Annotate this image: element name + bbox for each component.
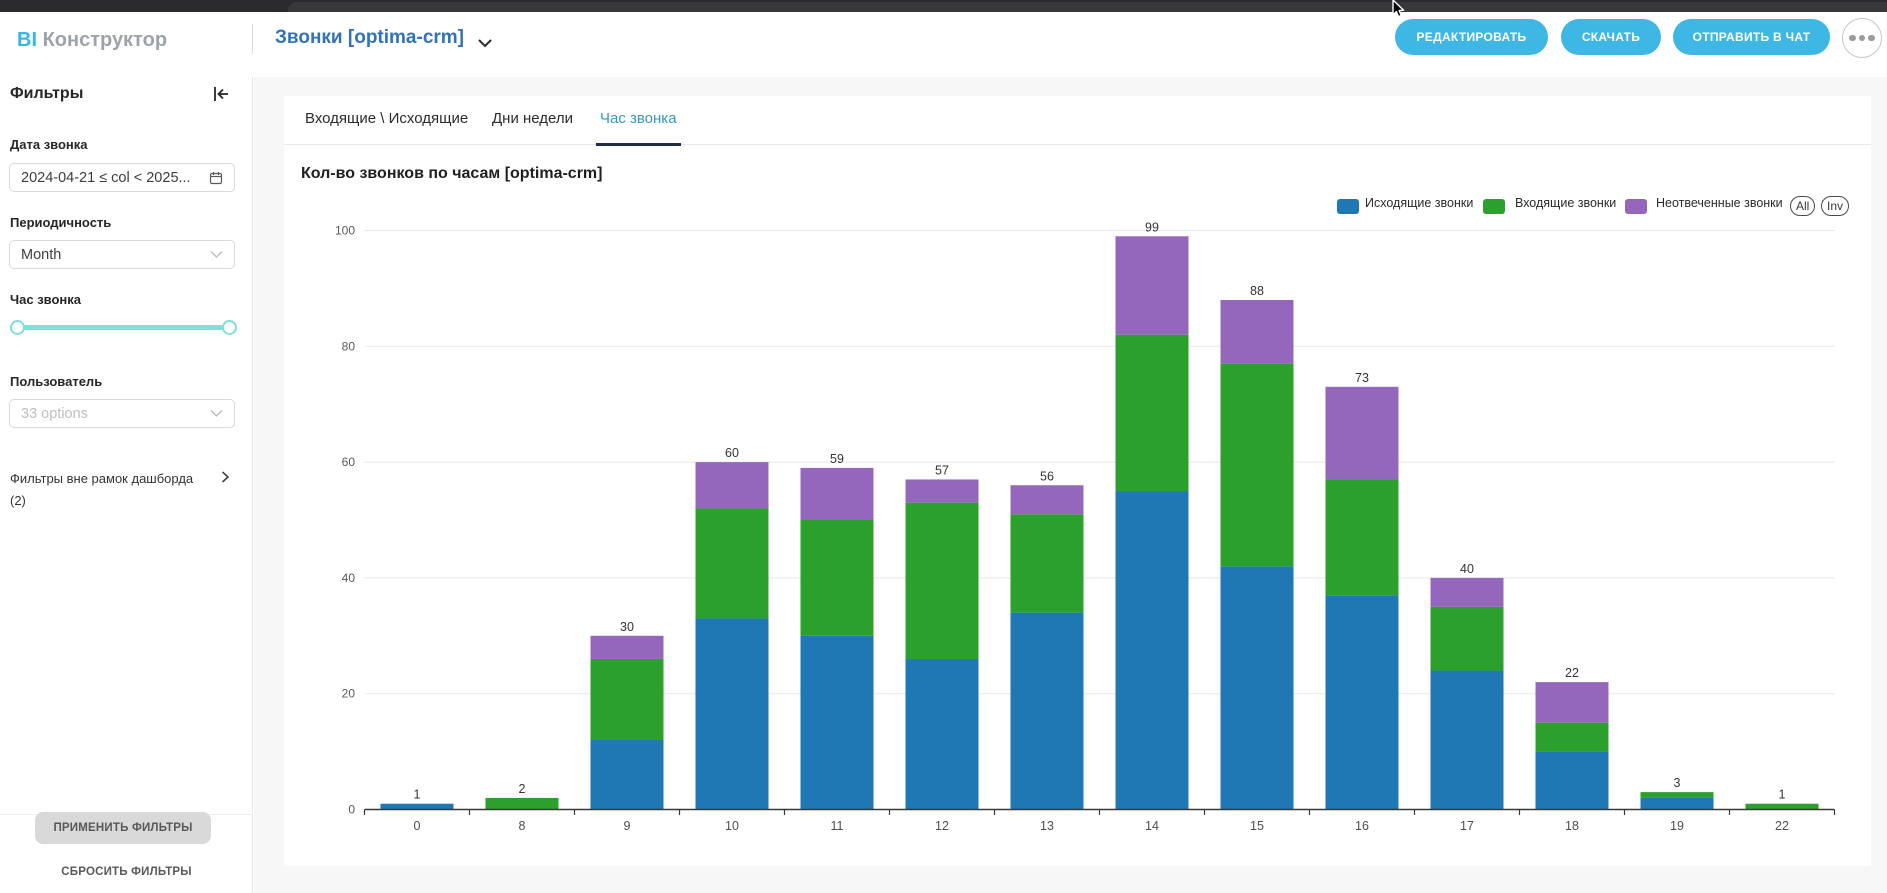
svg-text:16: 16 [1355, 819, 1369, 833]
svg-text:3: 3 [1674, 776, 1681, 790]
svg-text:40: 40 [342, 571, 356, 585]
svg-text:1: 1 [1779, 788, 1786, 802]
svg-text:22: 22 [1565, 666, 1579, 680]
svg-text:12: 12 [935, 819, 949, 833]
svg-text:0: 0 [348, 803, 355, 817]
svg-text:13: 13 [1040, 819, 1054, 833]
svg-text:99: 99 [1145, 220, 1159, 234]
svg-text:1: 1 [414, 788, 421, 802]
svg-text:60: 60 [725, 446, 739, 460]
svg-text:57: 57 [935, 463, 949, 477]
svg-text:10: 10 [725, 819, 739, 833]
svg-text:100: 100 [335, 224, 355, 238]
svg-text:0: 0 [414, 819, 421, 833]
svg-text:11: 11 [831, 819, 844, 833]
svg-text:59: 59 [830, 452, 844, 466]
svg-text:9: 9 [624, 819, 631, 833]
svg-text:40: 40 [1460, 562, 1474, 576]
svg-text:22: 22 [1775, 819, 1789, 833]
svg-text:88: 88 [1250, 284, 1264, 298]
svg-text:14: 14 [1145, 819, 1159, 833]
svg-text:8: 8 [519, 819, 526, 833]
svg-text:73: 73 [1355, 371, 1369, 385]
svg-text:30: 30 [620, 620, 634, 634]
svg-text:80: 80 [342, 339, 356, 353]
svg-text:20: 20 [342, 687, 356, 701]
svg-text:18: 18 [1565, 819, 1579, 833]
svg-text:15: 15 [1250, 819, 1264, 833]
svg-text:60: 60 [342, 455, 356, 469]
svg-text:2: 2 [519, 782, 526, 796]
svg-text:56: 56 [1040, 469, 1054, 483]
svg-text:17: 17 [1460, 819, 1474, 833]
svg-text:19: 19 [1670, 819, 1684, 833]
